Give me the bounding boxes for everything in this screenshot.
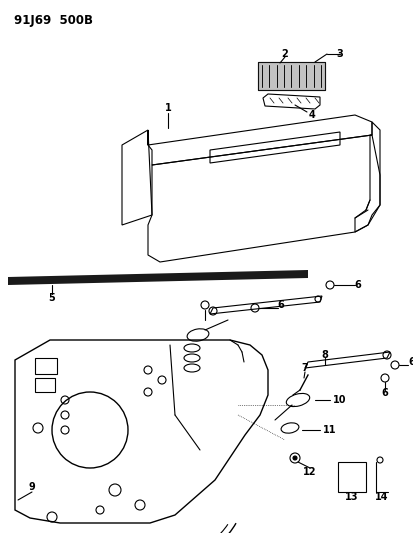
Text: 91J69  500B: 91J69 500B xyxy=(14,14,93,27)
Text: 12: 12 xyxy=(302,467,316,477)
Bar xyxy=(35,358,57,374)
Text: 2: 2 xyxy=(281,49,288,59)
Circle shape xyxy=(292,456,296,460)
Text: 6: 6 xyxy=(354,280,361,290)
Text: 4: 4 xyxy=(308,110,315,120)
Text: 7: 7 xyxy=(301,363,308,373)
Text: 13: 13 xyxy=(344,492,358,502)
Bar xyxy=(337,462,365,492)
Polygon shape xyxy=(8,270,307,285)
Text: 8: 8 xyxy=(321,350,328,360)
Text: 3: 3 xyxy=(336,49,342,59)
Text: 10: 10 xyxy=(332,395,346,405)
Text: 11: 11 xyxy=(323,425,336,435)
Bar xyxy=(257,62,324,90)
Text: 5: 5 xyxy=(48,293,55,303)
Text: 6: 6 xyxy=(277,300,284,310)
Text: 6: 6 xyxy=(408,357,413,367)
Text: 9: 9 xyxy=(28,482,35,492)
Bar xyxy=(35,378,55,392)
Text: 1: 1 xyxy=(164,103,171,113)
Text: 14: 14 xyxy=(374,492,388,502)
Text: 6: 6 xyxy=(381,388,387,398)
